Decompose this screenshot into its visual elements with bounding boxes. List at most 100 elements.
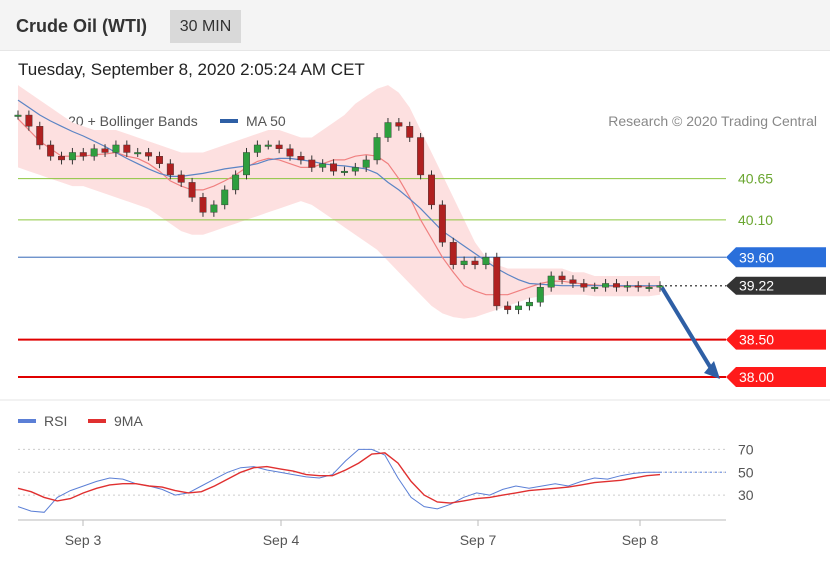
candle-body bbox=[319, 163, 327, 168]
ma9-swatch bbox=[88, 419, 106, 424]
candle-body bbox=[210, 204, 218, 213]
candle-body bbox=[613, 283, 620, 288]
chart-title: Crude Oil (WTI) bbox=[16, 16, 147, 36]
last-price-label: 39.22 bbox=[739, 278, 774, 294]
candle-body bbox=[634, 285, 642, 288]
price-panel: 40.65 40.10 39.60 39.22 38.50 38.00 bbox=[14, 85, 826, 388]
x-tick-label: Sep 7 bbox=[460, 532, 497, 548]
candle-body bbox=[460, 260, 468, 265]
candle-body bbox=[188, 182, 196, 198]
candle-body bbox=[515, 305, 523, 310]
candle-body bbox=[602, 283, 610, 288]
candle-body bbox=[264, 144, 272, 147]
candle-body bbox=[558, 275, 566, 280]
projection-arrow-head bbox=[704, 361, 720, 380]
legend-item-ma50: MA 50 bbox=[220, 113, 286, 129]
candle-body bbox=[145, 152, 153, 157]
timeframe-button[interactable]: 30 MIN bbox=[170, 10, 241, 43]
candle-body bbox=[155, 155, 163, 164]
candle-body bbox=[428, 174, 435, 206]
candle-body bbox=[493, 257, 501, 307]
projection-arrow bbox=[660, 286, 714, 372]
candle-body bbox=[525, 301, 533, 307]
candle-body bbox=[395, 122, 403, 127]
candle-body bbox=[591, 287, 599, 289]
resistance-label: 40.10 bbox=[738, 212, 773, 228]
rsi-tick-label: 30 bbox=[738, 487, 754, 503]
candle-body bbox=[166, 163, 174, 176]
last-price-tag bbox=[726, 276, 826, 295]
candle-body bbox=[482, 257, 490, 265]
candle-body bbox=[221, 189, 229, 206]
candle-body bbox=[438, 204, 446, 243]
rsi-tick-label: 50 bbox=[738, 464, 754, 480]
rsi-swatch bbox=[18, 419, 36, 424]
research-credit: Research © 2020 Trading Central bbox=[608, 113, 817, 129]
top-bar: Crude Oil (WTI) 30 MIN bbox=[0, 0, 830, 51]
candle-body bbox=[471, 260, 479, 265]
candle-body bbox=[90, 148, 98, 157]
rsi-tick-label: 70 bbox=[738, 441, 754, 457]
candle-body bbox=[68, 152, 76, 161]
candle-body bbox=[373, 137, 381, 161]
ma9-label: 9MA bbox=[114, 413, 143, 429]
candle-body bbox=[286, 148, 294, 157]
candle-body bbox=[645, 287, 653, 289]
rsi-panel: 70 50 30 bbox=[17, 441, 754, 513]
candle-body bbox=[47, 144, 55, 157]
support-label: 38.50 bbox=[739, 332, 774, 348]
resistance-label: 40.65 bbox=[738, 171, 773, 187]
rsi-line bbox=[17, 448, 660, 513]
candle-body bbox=[177, 174, 185, 183]
candle-body bbox=[406, 126, 414, 138]
candle-body bbox=[101, 148, 109, 153]
x-tick-label: Sep 8 bbox=[622, 532, 659, 548]
pivot-label: 39.60 bbox=[739, 249, 774, 265]
x-tick-label: Sep 4 bbox=[263, 532, 300, 548]
candle-body bbox=[536, 287, 544, 303]
x-axis: Sep 3 Sep 4 Sep 7 Sep 8 bbox=[65, 520, 659, 548]
candle-body bbox=[417, 137, 425, 176]
x-tick-label: Sep 3 bbox=[65, 532, 102, 548]
candle-body bbox=[243, 152, 250, 176]
candle-body bbox=[384, 122, 392, 138]
support-tag bbox=[726, 329, 826, 350]
candle-body bbox=[232, 174, 240, 191]
candle-body bbox=[253, 144, 261, 153]
pivot-tag bbox=[726, 247, 826, 268]
candle-body bbox=[134, 152, 142, 155]
candle-body bbox=[569, 279, 577, 284]
candle-body bbox=[362, 159, 370, 168]
candle-body bbox=[25, 114, 33, 127]
candle-body bbox=[656, 285, 664, 288]
legend-item-9ma: 9MA bbox=[88, 413, 143, 429]
candle-body bbox=[123, 144, 131, 153]
candle-body bbox=[275, 144, 283, 149]
rsi-9ma-line bbox=[17, 452, 661, 504]
candle-body bbox=[351, 167, 359, 172]
candle-body bbox=[14, 114, 22, 117]
candle-body bbox=[36, 126, 44, 146]
candle-body bbox=[58, 155, 65, 161]
support-tag bbox=[726, 367, 826, 388]
candle-body bbox=[580, 283, 588, 288]
candle-body bbox=[504, 305, 512, 310]
ma50-label: MA 50 bbox=[246, 113, 286, 129]
ma20-label: MA 20 + Bollinger Bands bbox=[44, 113, 198, 129]
candle-body bbox=[79, 152, 87, 157]
chart-datetime: Tuesday, September 8, 2020 2:05:24 AM CE… bbox=[18, 60, 365, 79]
candle-body bbox=[112, 144, 120, 153]
candle-body bbox=[297, 155, 305, 161]
candle-body bbox=[547, 275, 555, 288]
rsi-label: RSI bbox=[44, 413, 68, 429]
candle-body bbox=[449, 242, 457, 265]
bollinger-band bbox=[18, 85, 660, 319]
candle-body bbox=[623, 285, 631, 288]
candle-body bbox=[330, 163, 338, 172]
candle-body bbox=[340, 170, 348, 173]
candle-body bbox=[199, 197, 207, 213]
candle-body bbox=[308, 159, 316, 168]
ma50-swatch bbox=[220, 119, 238, 124]
support-label: 38.00 bbox=[739, 369, 774, 385]
legend-item-rsi: RSI bbox=[18, 413, 67, 429]
